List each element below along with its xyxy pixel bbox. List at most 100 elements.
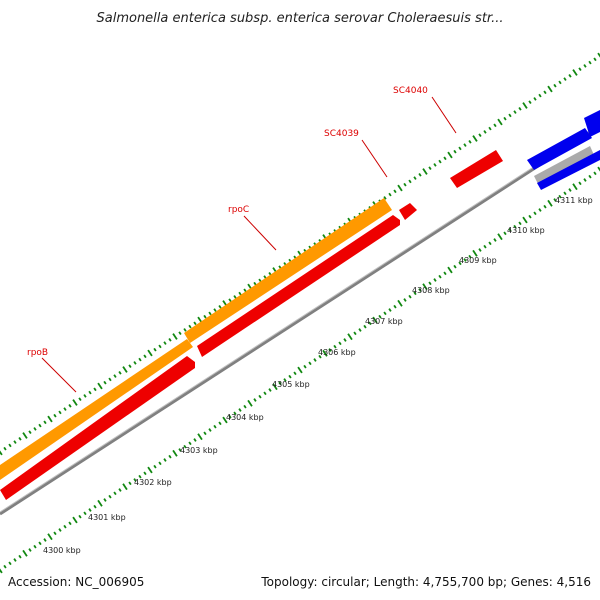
minor-tick — [318, 354, 322, 359]
inner-tick-track — [0, 166, 600, 574]
minor-tick — [228, 414, 232, 419]
major-tick — [122, 483, 128, 491]
minor-tick — [118, 370, 122, 375]
major-tick — [372, 316, 378, 324]
minor-tick — [468, 139, 472, 144]
minor-tick — [83, 511, 87, 516]
minor-tick — [488, 241, 492, 246]
minor-tick — [353, 331, 357, 336]
minor-tick — [553, 83, 557, 88]
minor-tick — [208, 428, 212, 432]
minor-tick — [58, 410, 62, 415]
major-tick — [397, 299, 403, 307]
major-tick — [22, 432, 28, 439]
major-tick — [472, 249, 478, 257]
minor-tick — [153, 347, 157, 352]
gene-sc4040[interactable] — [450, 150, 503, 188]
major-tick — [97, 382, 103, 390]
minor-tick — [463, 143, 467, 147]
minor-tick — [213, 424, 217, 429]
gene-small-reverse[interactable] — [399, 203, 417, 220]
minor-tick — [513, 224, 517, 229]
minor-tick — [233, 411, 237, 416]
minor-tick — [488, 126, 492, 131]
minor-tick — [183, 328, 187, 332]
outer-tick-track — [0, 52, 600, 456]
gene-blue-3[interactable] — [537, 150, 600, 190]
minor-tick — [413, 176, 417, 180]
minor-tick — [108, 377, 112, 382]
minor-tick — [3, 564, 7, 569]
gene-rpoc-forward[interactable] — [184, 198, 392, 343]
minor-tick — [478, 248, 482, 252]
minor-tick — [203, 314, 207, 319]
minor-tick — [538, 93, 542, 98]
minor-tick — [103, 380, 107, 385]
major-tick — [197, 433, 203, 441]
gene-rpoc-reverse[interactable] — [197, 215, 400, 357]
genome-backbone — [0, 124, 600, 516]
minor-tick — [363, 324, 367, 329]
minor-tick — [578, 181, 582, 186]
gene-rpob-reverse[interactable] — [0, 356, 195, 500]
gene-blue-2[interactable] — [584, 110, 600, 137]
minor-tick — [43, 420, 47, 425]
minor-tick — [8, 561, 12, 566]
minor-tick — [543, 90, 547, 95]
minor-tick — [78, 397, 82, 402]
minor-tick — [478, 133, 482, 138]
minor-tick — [128, 364, 132, 369]
minor-tick — [558, 194, 562, 199]
minor-tick — [388, 192, 392, 197]
gene-grey-1[interactable] — [534, 146, 594, 184]
rpob-leader — [41, 357, 77, 393]
gene-rpob-forward[interactable] — [0, 339, 193, 480]
minor-tick — [493, 123, 497, 128]
minor-tick — [443, 271, 447, 276]
minor-tick — [13, 440, 17, 444]
minor-tick — [468, 254, 472, 259]
minor-tick — [308, 361, 312, 366]
minor-tick — [38, 423, 42, 428]
genome-backbone-highlight — [0, 123, 600, 513]
major-tick — [172, 449, 178, 457]
gene-blue-1[interactable] — [527, 128, 592, 170]
minor-tick — [563, 77, 567, 81]
major-tick — [47, 533, 53, 541]
minor-tick — [453, 264, 457, 269]
minor-tick — [3, 446, 7, 451]
minor-tick — [83, 394, 87, 398]
ruler-label: 4302 kbp — [134, 478, 172, 487]
minor-tick — [528, 214, 532, 219]
ruler-label: 4306 kbp — [318, 348, 356, 357]
minor-tick — [328, 348, 332, 352]
minor-tick — [303, 364, 307, 369]
minor-tick — [163, 458, 167, 462]
minor-tick — [518, 106, 522, 111]
minor-tick — [433, 278, 437, 282]
ruler-label: 4310 kbp — [507, 226, 545, 235]
major-tick — [397, 184, 403, 192]
minor-tick — [268, 388, 272, 392]
minor-tick — [88, 390, 92, 395]
major-tick — [72, 516, 78, 524]
minor-tick — [408, 294, 412, 299]
minor-tick — [178, 448, 182, 452]
minor-tick — [563, 191, 567, 196]
minor-tick — [313, 358, 317, 362]
minor-tick — [493, 238, 497, 242]
minor-tick — [368, 321, 372, 326]
minor-tick — [568, 188, 572, 192]
minor-tick — [483, 130, 487, 134]
minor-tick — [278, 381, 282, 386]
major-tick — [97, 499, 103, 507]
minor-tick — [178, 331, 182, 336]
minor-tick — [593, 57, 597, 62]
minor-tick — [158, 344, 162, 349]
major-tick — [472, 135, 478, 142]
minor-tick — [443, 156, 447, 161]
major-tick — [547, 85, 553, 93]
major-tick — [497, 118, 503, 126]
minor-tick — [168, 454, 172, 459]
